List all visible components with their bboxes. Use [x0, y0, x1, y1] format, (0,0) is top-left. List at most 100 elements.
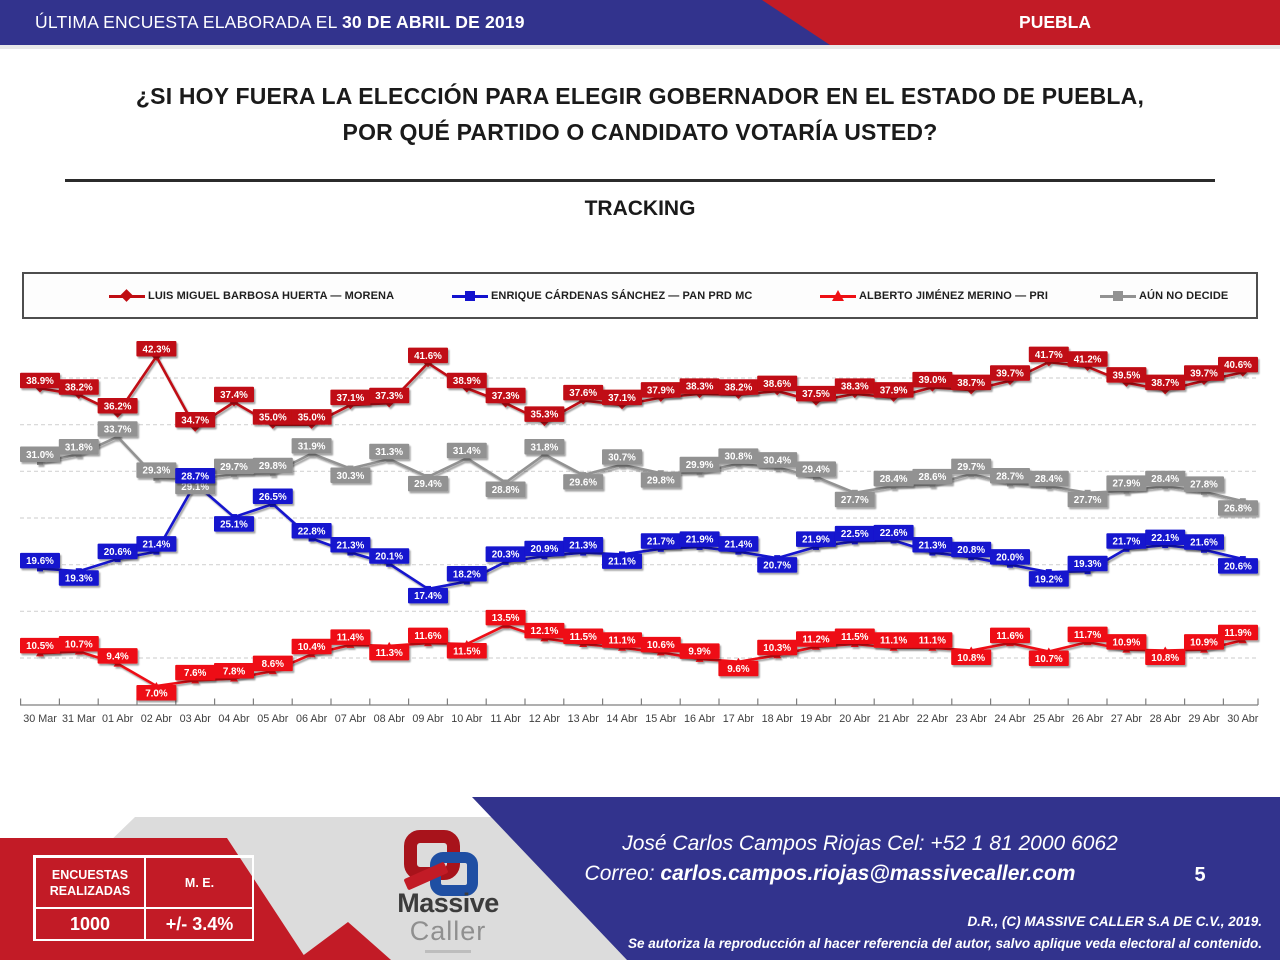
- legend-item-0: LUIS MIGUEL BARBOSA HUERTA — MORENA: [109, 274, 394, 317]
- series-labels-1: 19.6% 19.3% 20.6% 21.4% 28.7% 25.1% 26.5% 22.8%…: [20, 467, 1258, 604]
- data-label: 26.5%: [259, 492, 287, 503]
- x-tick-label: 02 Abr: [141, 713, 173, 725]
- data-label: 17.4%: [414, 591, 442, 602]
- legend-label-1: ENRIQUE CÁRDENAS SÁNCHEZ — PAN PRD MC: [491, 289, 753, 302]
- data-label: 39.0%: [919, 375, 947, 386]
- header-survey-date-value: 30 DE ABRIL DE 2019: [341, 12, 525, 32]
- data-label: 10.9%: [1113, 637, 1141, 648]
- data-label: 37.1%: [608, 393, 636, 404]
- data-label: 11.3%: [376, 648, 404, 659]
- data-label: 38.2%: [725, 383, 753, 394]
- stats-value-encuestas: 1000: [35, 908, 145, 941]
- stats-value-me: +/- 3.4%: [145, 908, 254, 941]
- data-label: 7.8%: [223, 666, 246, 677]
- data-label: 41.6%: [414, 351, 442, 362]
- data-label: 38.2%: [65, 383, 93, 394]
- data-label: 34.7%: [181, 415, 209, 426]
- data-label: 31.9%: [298, 441, 326, 452]
- data-label: 42.3%: [143, 344, 171, 355]
- data-label: 29.8%: [259, 461, 287, 472]
- data-label: 10.7%: [65, 639, 93, 650]
- data-label: 31.4%: [453, 446, 481, 457]
- data-label: 11.7%: [1074, 630, 1102, 641]
- data-label: 10.8%: [1151, 653, 1179, 664]
- x-tick-label: 21 Abr: [878, 713, 910, 725]
- data-label: 37.9%: [647, 385, 675, 396]
- data-label: 20.0%: [996, 552, 1024, 563]
- data-label: 30.7%: [608, 453, 636, 464]
- data-label: 38.6%: [763, 379, 791, 390]
- sample-stats-table: ENCUESTAS REALIZADAS M. E. 1000 +/- 3.4%: [33, 855, 254, 941]
- data-label: 21.6%: [1190, 538, 1218, 549]
- legend-item-1: ENRIQUE CÁRDENAS SÁNCHEZ — PAN PRD MC: [452, 274, 752, 317]
- data-label: 21.4%: [725, 539, 753, 550]
- data-label: 37.4%: [220, 390, 248, 401]
- data-label: 41.7%: [1035, 350, 1063, 361]
- data-label: 21.7%: [647, 537, 675, 548]
- data-label: 30.8%: [725, 452, 753, 463]
- header-survey-date: ÚLTIMA ENCUESTA ELABORADA EL 30 DE ABRIL…: [35, 0, 525, 45]
- x-tick-label: 12 Abr: [529, 713, 561, 725]
- data-label: 28.4%: [1151, 474, 1179, 485]
- title-rule: [65, 179, 1215, 182]
- x-tick-label: 16 Abr: [684, 713, 716, 725]
- data-label: 10.6%: [647, 640, 675, 651]
- data-label: 21.9%: [686, 535, 714, 546]
- data-label: 39.7%: [996, 369, 1024, 380]
- header-divider: [0, 45, 1280, 49]
- x-tick-label: 11 Abr: [490, 713, 521, 725]
- triangle-marker-icon: [820, 289, 856, 302]
- data-label: 19.3%: [65, 573, 93, 584]
- data-label: 22.6%: [880, 528, 908, 539]
- logo-tagline: [425, 950, 471, 953]
- data-label: 25.1%: [220, 519, 248, 530]
- data-label: 21.3%: [919, 540, 947, 551]
- data-label: 19.2%: [1035, 574, 1063, 585]
- stats-header-me: M. E.: [145, 857, 254, 908]
- data-label: 22.8%: [298, 526, 326, 537]
- data-label: 21.1%: [608, 557, 636, 568]
- data-label: 20.7%: [763, 560, 791, 571]
- data-label: 27.7%: [841, 495, 869, 506]
- data-label: 35.0%: [259, 412, 287, 423]
- data-label: 28.8%: [492, 485, 520, 496]
- data-label: 11.6%: [414, 631, 442, 642]
- data-label: 7.6%: [184, 668, 207, 679]
- data-label: 28.4%: [1035, 474, 1063, 485]
- x-tick-label: 06 Abr: [296, 713, 328, 725]
- x-tick-label: 26 Abr: [1072, 713, 1104, 725]
- x-tick-label: 28 Abr: [1150, 713, 1182, 725]
- data-label: 22.1%: [1151, 533, 1179, 544]
- page-title: ¿SI HOY FUERA LA ELECCIÓN PARA ELEGIR GO…: [0, 78, 1280, 150]
- data-label: 37.6%: [569, 388, 597, 399]
- data-label: 11.1%: [919, 636, 947, 647]
- data-label: 38.9%: [26, 376, 54, 387]
- series-labels-0: 38.9% 38.2% 36.2% 42.3% 34.7% 37.4% 35.0% 35.0%…: [20, 341, 1258, 428]
- data-label: 12.1%: [531, 626, 559, 637]
- legend-label-3: AÚN NO DECIDE: [1139, 289, 1229, 302]
- data-label: 20.6%: [104, 547, 132, 558]
- data-label: 11.2%: [802, 635, 830, 646]
- data-label: 11.5%: [453, 646, 481, 657]
- data-label: 30.3%: [337, 471, 365, 482]
- data-label: 31.8%: [531, 442, 559, 453]
- legend-item-3: AÚN NO DECIDE: [1100, 274, 1228, 317]
- disclaimer-line: Se autoriza la reproducción al hacer ref…: [628, 936, 1262, 951]
- legend-item-2: ALBERTO JIMÉNEZ MERINO — PRI: [820, 274, 1048, 317]
- x-tick-label: 20 Abr: [839, 713, 871, 725]
- data-label: 21.4%: [143, 539, 171, 550]
- data-label: 10.8%: [957, 653, 985, 664]
- x-tick-label: 18 Abr: [762, 713, 794, 725]
- legend-label-2: ALBERTO JIMÉNEZ MERINO — PRI: [859, 289, 1048, 302]
- square-marker-icon: [1100, 290, 1136, 302]
- x-tick-label: 15 Abr: [645, 713, 677, 725]
- data-label: 29.4%: [414, 479, 442, 490]
- x-tick-label: 31 Mar: [62, 713, 96, 725]
- data-label: 21.7%: [1113, 537, 1141, 548]
- data-label: 20.8%: [957, 545, 985, 556]
- data-label: 37.1%: [337, 393, 365, 404]
- x-tick-label: 27 Abr: [1111, 713, 1143, 725]
- contact-email-address[interactable]: carlos.campos.riojas@massivecaller.com: [660, 862, 1076, 885]
- x-tick-label: 05 Abr: [257, 713, 289, 725]
